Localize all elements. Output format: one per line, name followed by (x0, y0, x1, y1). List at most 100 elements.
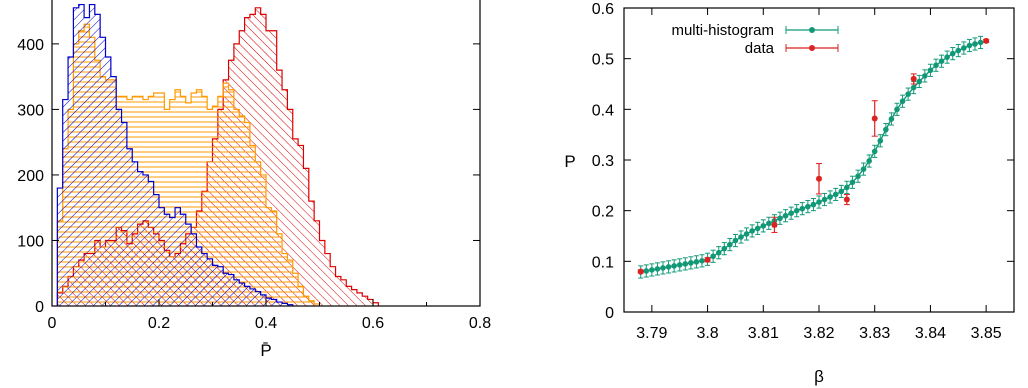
scatter-chart: 0 0.1 0.2 0.3 0.4 0.5 0.6 3.79 3.8 3.81 3.82 3.83 3.… (564, 1, 1015, 386)
multi-histogram-point (966, 42, 973, 49)
x-tick-label: 0.8 (469, 315, 491, 332)
histogram-bar (94, 14, 101, 306)
y-tick-label: 200 (17, 168, 44, 185)
multi-histogram-point (855, 173, 861, 180)
histogram-bar (287, 304, 294, 306)
multi-histogram-point (649, 267, 655, 273)
multi-histogram-point (816, 199, 822, 205)
histogram-bar (282, 89, 288, 306)
histogram-bar (292, 138, 299, 306)
data-point (771, 221, 778, 228)
y-tick-label: 0.6 (592, 1, 614, 18)
multi-histogram-point (888, 116, 895, 122)
histogram-bar (255, 161, 261, 306)
x-tick-label: 3.83 (859, 325, 890, 342)
histogram-bar (308, 300, 315, 306)
histogram-bar (308, 201, 315, 306)
multi-histogram-point (821, 196, 828, 203)
multi-histogram-point (838, 188, 845, 195)
histogram-bar (62, 99, 69, 306)
plot-frame (51, 0, 481, 307)
series-multi-histogram (637, 35, 984, 279)
multi-histogram-point (827, 194, 833, 200)
multi-histogram-point (782, 212, 789, 219)
y-tick-label: 0.1 (592, 254, 614, 271)
x-axis-label: P̄ (260, 341, 271, 360)
histogram-bar (148, 181, 154, 306)
multi-histogram-point (899, 98, 906, 105)
y-tick-label: 0.3 (592, 153, 614, 170)
multi-histogram-point (877, 137, 884, 144)
histogram-chart: 0 100 200 300 400 0 0.2 0.4 0.6 0.8 P̄ (17, 0, 491, 360)
histogram-bar (212, 265, 219, 306)
histogram-bar (239, 283, 245, 306)
y-tick-label: 0.2 (592, 204, 614, 221)
histogram-bar (191, 233, 197, 306)
histogram-bar (362, 296, 368, 306)
histogram-bar (244, 286, 251, 306)
y-tick-label: 0.4 (592, 102, 614, 119)
data-point (816, 175, 822, 182)
histogram-bar (266, 207, 272, 306)
histogram-bar (196, 89, 203, 306)
histogram-bar (276, 70, 283, 306)
histogram-bar (164, 214, 170, 306)
histogram-bar (282, 253, 288, 306)
histogram-bar (89, 4, 96, 306)
x-tick-label: 3.81 (748, 325, 779, 342)
data-point (843, 196, 850, 203)
multi-histogram-point (766, 220, 772, 227)
histogram-bar (105, 56, 112, 306)
multi-histogram-point (793, 207, 800, 214)
histogram-bar (207, 258, 213, 306)
series-data (637, 37, 990, 275)
histogram-bar (191, 93, 197, 306)
histogram-outline (56, 3, 294, 306)
multi-histogram-point (955, 47, 962, 54)
y-tick-label: 0 (35, 299, 44, 316)
multi-histogram-point (715, 249, 722, 256)
multi-histogram-point (788, 210, 794, 216)
histogram-bar (271, 30, 277, 306)
histogram-bar (196, 247, 203, 306)
histogram-bar (282, 303, 288, 306)
histogram-bar (233, 109, 240, 306)
histogram-bar (303, 296, 310, 306)
multi-histogram-point (699, 258, 705, 264)
histogram-bar (367, 299, 374, 306)
histogram-bar (78, 4, 85, 306)
multi-histogram-point (810, 201, 817, 208)
multi-histogram-point (727, 241, 733, 248)
histogram-bar (68, 56, 74, 306)
histogram-bar (201, 253, 208, 306)
histogram-bar (351, 289, 358, 306)
histogram-bar (212, 106, 219, 306)
multi-histogram-point (676, 262, 683, 268)
histogram-bar (223, 83, 229, 306)
multi-histogram-point (860, 166, 867, 172)
histogram-bar (121, 122, 128, 306)
multi-histogram-point (866, 158, 872, 164)
histogram-bar (330, 266, 336, 306)
multi-histogram-point (894, 106, 900, 113)
histogram-bar (132, 161, 138, 306)
multi-histogram-point (749, 228, 755, 234)
histogram-bar (287, 260, 294, 306)
histogram-bar (298, 145, 304, 306)
histogram-bar (217, 96, 224, 306)
data-point (704, 256, 711, 263)
multi-histogram-point (721, 245, 728, 252)
histogram-bar (185, 102, 192, 306)
histogram-bar (180, 214, 187, 306)
histogram-bar (271, 299, 277, 306)
multi-histogram-point (916, 78, 923, 85)
histogram-bar (137, 171, 144, 306)
multi-histogram-point (643, 268, 650, 274)
multi-histogram-point (682, 261, 689, 267)
histogram-bar (324, 253, 331, 306)
multi-histogram-point (905, 91, 911, 97)
histogram-bar (175, 207, 181, 306)
histogram-bar (266, 298, 272, 306)
x-tick-label: 3.84 (915, 325, 946, 342)
multi-histogram-point (910, 84, 917, 91)
